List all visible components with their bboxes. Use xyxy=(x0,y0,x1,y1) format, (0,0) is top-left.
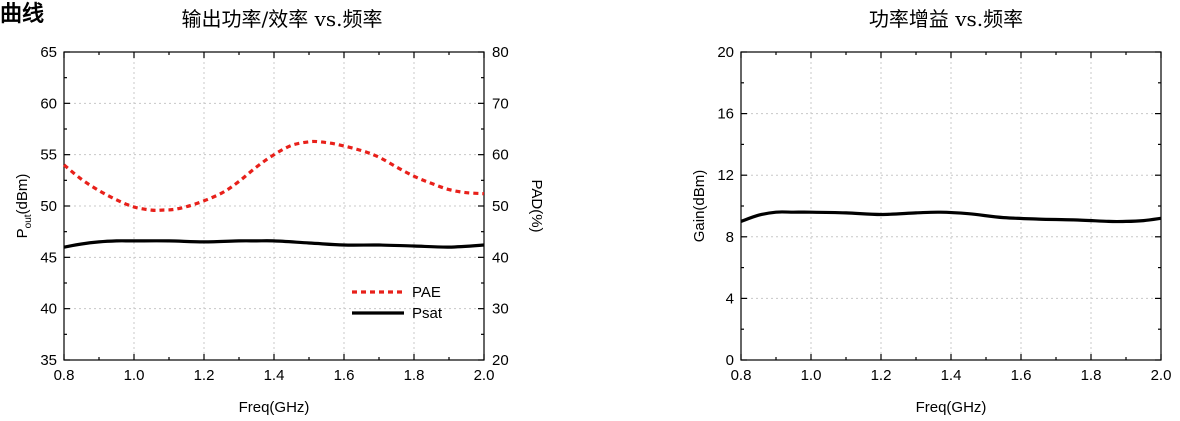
y-axis-label-tail: (dBm) xyxy=(14,174,31,215)
x-tick-label: 1.2 xyxy=(194,367,215,384)
x-tick-label: 1.0 xyxy=(801,367,822,384)
x-tick-label: 2.0 xyxy=(474,367,495,384)
y-tick-label: 35 xyxy=(40,352,57,369)
y-tick-label: 65 xyxy=(40,44,57,61)
x-tick-label: 1.2 xyxy=(871,367,892,384)
y-tick-label: 4 xyxy=(726,290,734,307)
x-tick-label: 2.0 xyxy=(1151,367,1172,384)
x-tick-label: 0.8 xyxy=(731,367,752,384)
y-axis-label-sub: out xyxy=(23,214,34,228)
y-axis-label: Pout(dBm) xyxy=(14,174,34,239)
y-tick-label: 50 xyxy=(40,198,57,215)
x-tick-label: 1.8 xyxy=(404,367,425,384)
y2-tick-label: 20 xyxy=(492,352,509,369)
x-axis-label: Freq(GHz) xyxy=(916,399,987,416)
y2-tick-label: 80 xyxy=(492,44,509,61)
series-line-pae xyxy=(62,139,485,212)
chart-title: 功率增益 vs.频率 xyxy=(869,7,1023,31)
y-axis-label-main: P xyxy=(14,228,31,238)
legend-label: Psat xyxy=(412,305,443,322)
x-tick-label: 1.8 xyxy=(1081,367,1102,384)
y-tick-label: 60 xyxy=(40,95,57,112)
series-line-gain xyxy=(740,210,1162,224)
y-tick-label: 12 xyxy=(717,167,734,184)
y2-tick-label: 40 xyxy=(492,249,509,266)
x-axis-label: Freq(GHz) xyxy=(239,399,310,416)
y-tick-label: 55 xyxy=(40,147,57,164)
y-tick-label: 0 xyxy=(726,352,734,369)
y2-tick-label: 60 xyxy=(492,147,509,164)
y2-tick-label: 70 xyxy=(492,95,509,112)
x-tick-label: 1.0 xyxy=(124,367,145,384)
y-tick-label: 40 xyxy=(40,301,57,318)
y2-tick-label: 30 xyxy=(492,301,509,318)
x-tick-label: 1.4 xyxy=(941,367,962,384)
x-tick-label: 1.6 xyxy=(1011,367,1032,384)
legend-label: PAE xyxy=(412,284,441,301)
x-tick-label: 1.6 xyxy=(334,367,355,384)
x-tick-label: 1.4 xyxy=(264,367,285,384)
chart-title: 输出功率/效率 vs.频率 xyxy=(181,7,382,31)
y-tick-label: 20 xyxy=(717,44,734,61)
y-tick-label: 45 xyxy=(40,249,57,266)
corner-label: 曲线 xyxy=(0,2,45,27)
y2-axis-label: PAD(%) xyxy=(528,179,545,232)
x-tick-label: 0.8 xyxy=(54,367,75,384)
series-line-psat xyxy=(63,239,485,249)
y-tick-label: 8 xyxy=(726,229,734,246)
y-axis-label: Gain(dBm) xyxy=(691,170,708,243)
y-tick-label: 16 xyxy=(717,106,734,123)
y2-tick-label: 50 xyxy=(492,198,509,215)
